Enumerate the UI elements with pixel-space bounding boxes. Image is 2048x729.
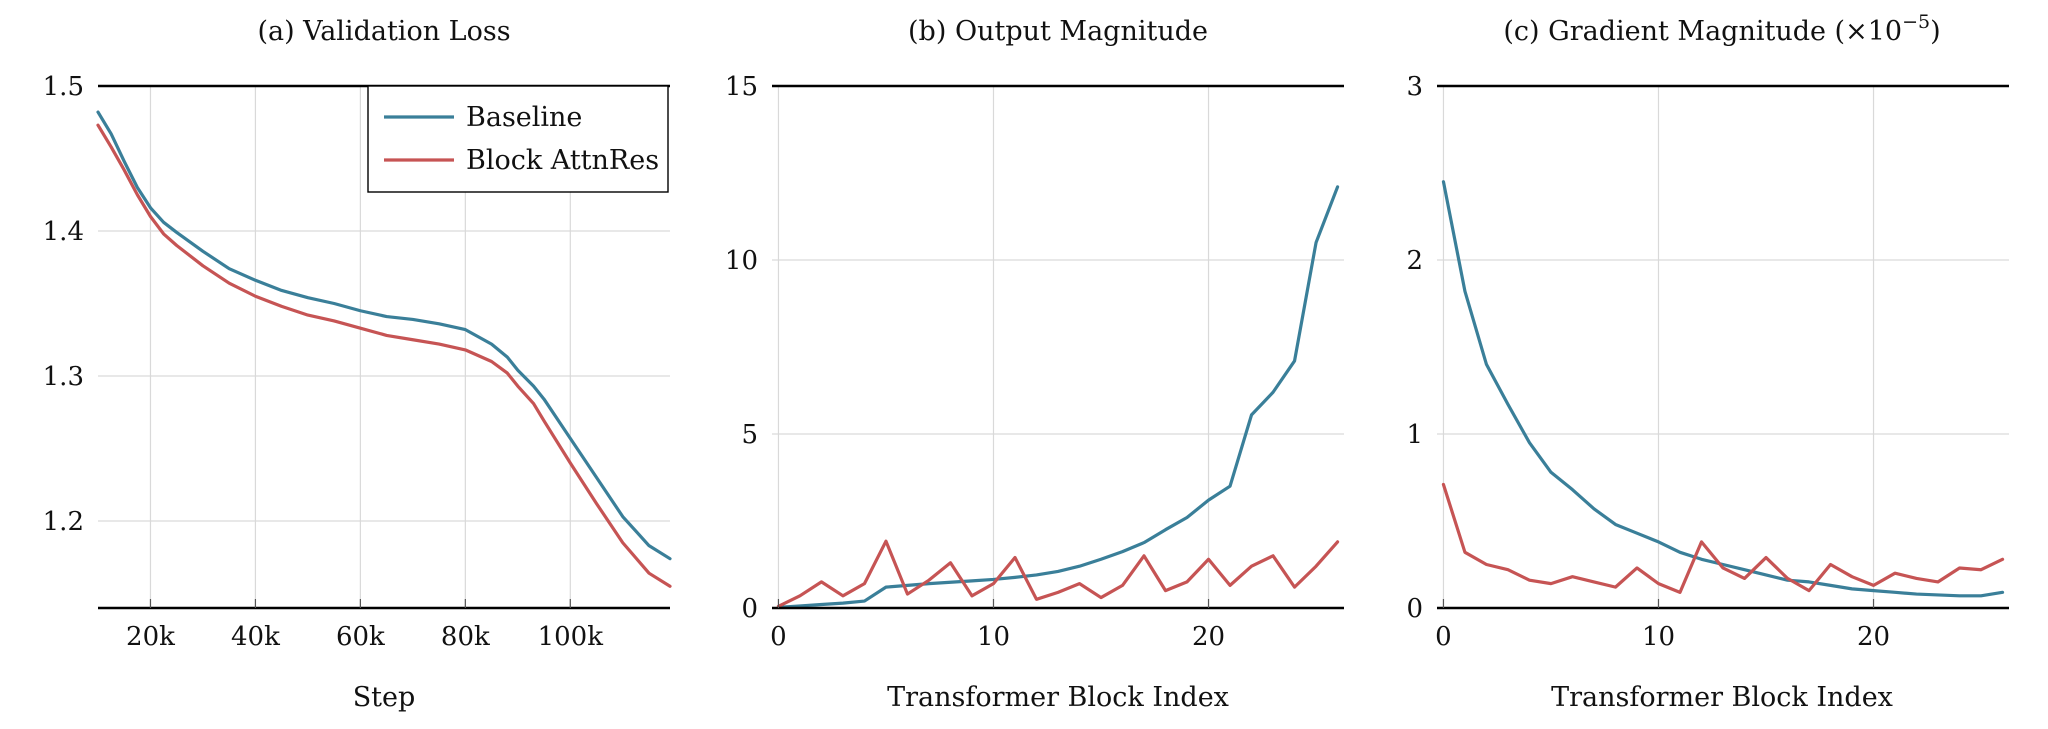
y-tick-label: 5	[741, 420, 758, 450]
y-tick-label: 0	[741, 594, 758, 624]
x-tick-label: 0	[770, 622, 787, 652]
y-tick-label: 2	[1406, 246, 1423, 276]
x-tick-label: 10	[1642, 622, 1675, 652]
y-tick-label: 1.2	[43, 507, 84, 537]
x-tick-label: 60k	[336, 622, 385, 652]
series-line-block-attnres	[96, 123, 672, 588]
panel-gradient-magnitude: (c) Gradient Magnitude (×10−5) 0 10 20 0 1 2 3…	[1406, 11, 2009, 713]
y-tick-label: 1.4	[43, 217, 84, 247]
x-axis-label: Transformer Block Index	[887, 682, 1229, 713]
panel-output-magnitude: (b) Output Magnitude 0 10 20 0 5 10 15 Transfo…	[725, 16, 1344, 713]
x-tick-label: 80k	[441, 622, 490, 652]
series-line-baseline	[1441, 180, 2005, 598]
x-axis-label: Step	[353, 682, 416, 713]
y-tick-label: 10	[725, 246, 758, 276]
panel-title: (a) Validation Loss	[257, 16, 510, 47]
series-line-block-attnres	[776, 539, 1340, 608]
x-tick-label: 20	[1192, 622, 1225, 652]
x-tick-label: 40k	[231, 622, 280, 652]
x-tick-label: 0	[1435, 622, 1452, 652]
y-tick-label: 15	[725, 72, 758, 102]
x-tick-label: 20	[1857, 622, 1890, 652]
series-line-baseline	[776, 185, 1340, 609]
y-tick-label: 3	[1406, 72, 1423, 102]
x-tick-label: 10	[977, 622, 1010, 652]
y-tick-label: 1.3	[43, 362, 84, 392]
y-tick-label: 1	[1406, 420, 1423, 450]
x-axis-label: Transformer Block Index	[1551, 682, 1893, 713]
panel-validation-loss: (a) Validation Loss 20k 40k 60k 80k 100k 1.2 1…	[43, 16, 672, 713]
x-tick-label: 20k	[126, 622, 175, 652]
legend-box	[367, 85, 669, 193]
legend-label-block-attnres: Block AttnRes	[466, 145, 659, 176]
legend: Baseline Block AttnRes	[367, 85, 669, 193]
y-tick-label: 0	[1406, 594, 1423, 624]
series-line-baseline	[96, 110, 672, 561]
series-line-block-attnres	[1441, 482, 2005, 594]
y-tick-label: 1.5	[43, 72, 84, 102]
legend-label-baseline: Baseline	[466, 102, 582, 133]
x-tick-label: 100k	[538, 622, 604, 652]
panel-title: (c) Gradient Magnitude (×10−5)	[1503, 11, 1940, 47]
panel-title: (b) Output Magnitude	[908, 16, 1208, 47]
